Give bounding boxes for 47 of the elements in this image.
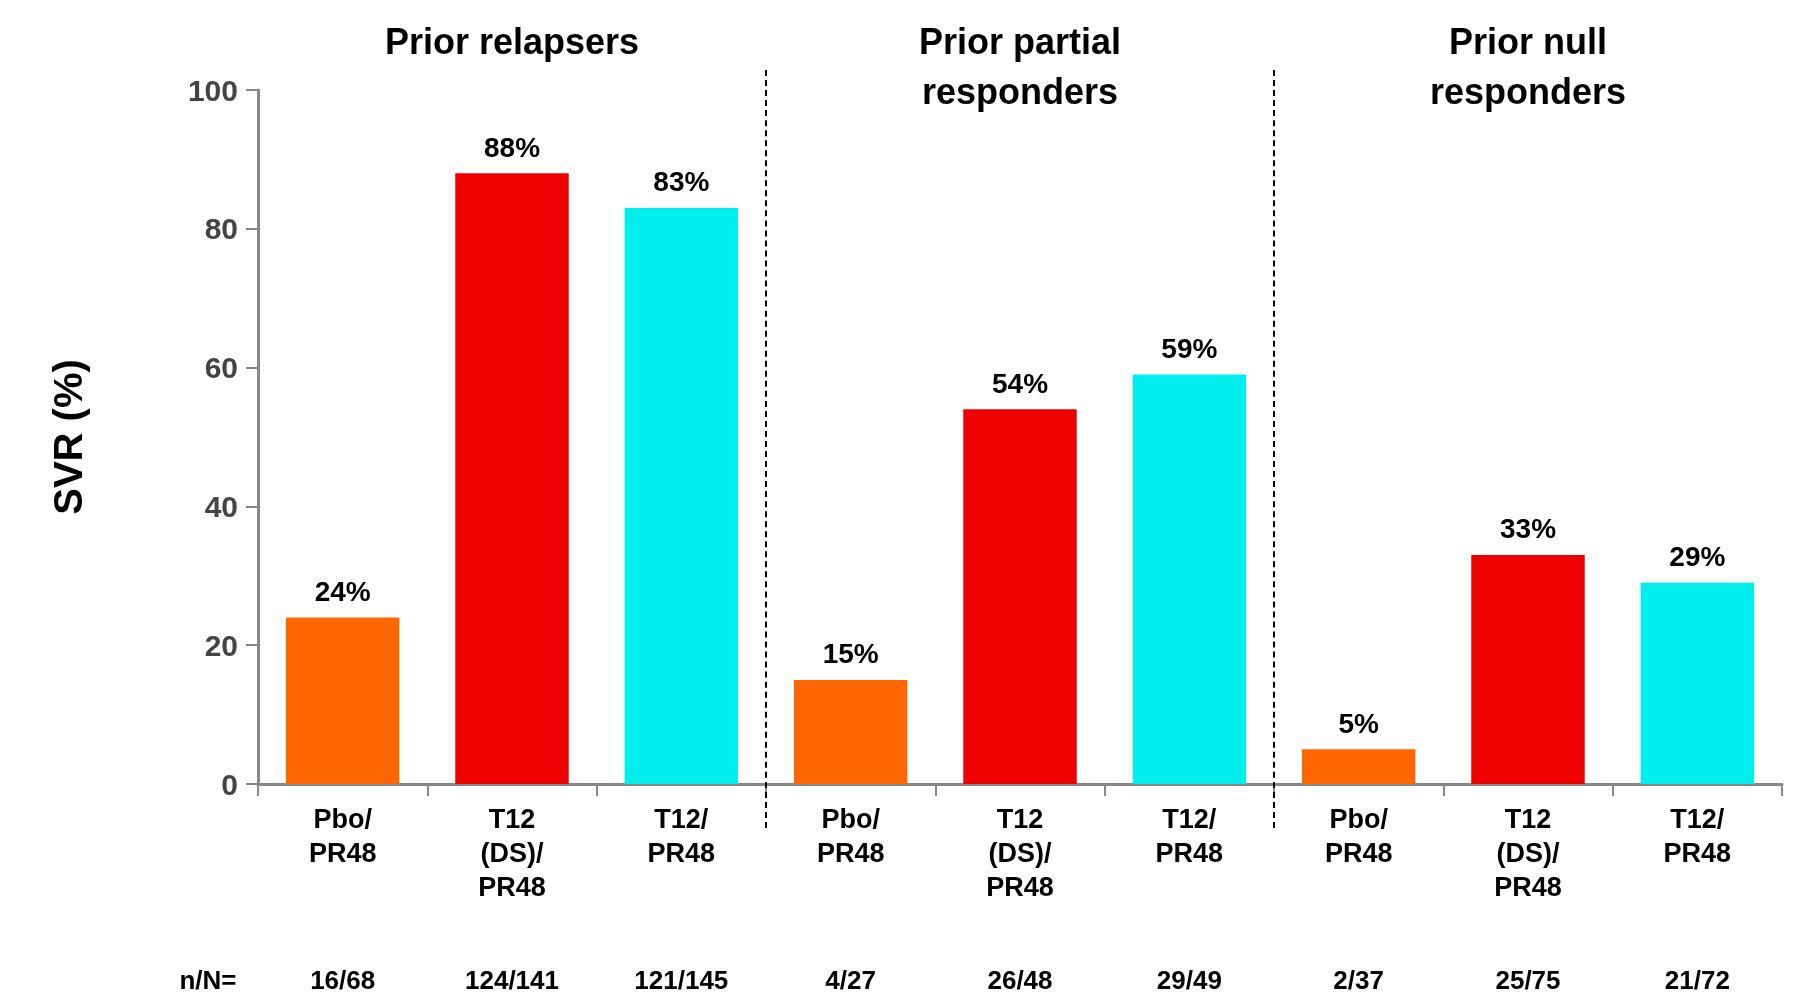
y-tick-label: 80 xyxy=(204,212,238,246)
data-label: 24% xyxy=(314,575,371,607)
bar xyxy=(1301,749,1416,784)
bar xyxy=(624,207,739,784)
x-tick-label: Pbo/ PR48 xyxy=(308,804,377,868)
text: 2/37 xyxy=(1333,965,1384,995)
data-label: 5% xyxy=(1338,707,1379,739)
text: 21/72 xyxy=(1664,965,1730,995)
bar xyxy=(1132,374,1247,784)
text: 26/48 xyxy=(987,965,1053,995)
data-label: 83% xyxy=(653,166,710,198)
y-tick-label: 60 xyxy=(204,351,238,385)
x-tick-label: T12 (DS)/ PR48 xyxy=(986,804,1054,902)
text: 124/141 xyxy=(465,965,559,995)
text: 16/68 xyxy=(310,965,376,995)
data-label: 33% xyxy=(1499,513,1557,545)
x-tick-label: T12/ PR48 xyxy=(1155,804,1224,868)
x-tick-label: T12 (DS)/ PR48 xyxy=(478,804,546,902)
data-label: 29% xyxy=(1669,541,1726,573)
bar xyxy=(1640,582,1755,784)
bar xyxy=(285,617,400,784)
bar xyxy=(1471,554,1585,784)
text: 29/49 xyxy=(1156,965,1222,995)
bar xyxy=(963,409,1077,784)
text: Prior relapsers xyxy=(384,20,640,62)
bar xyxy=(793,679,908,784)
annotation: Prior partial responders xyxy=(918,20,1122,112)
annotation: Prior null responders xyxy=(1429,20,1627,112)
text: 4/27 xyxy=(825,965,876,995)
y-tick-label: 40 xyxy=(204,489,238,523)
text: 121/145 xyxy=(634,965,729,995)
x-tick-label: T12/ PR48 xyxy=(1663,804,1732,868)
x-tick-label: Pbo/ PR48 xyxy=(1324,804,1393,868)
data-label: 15% xyxy=(822,638,879,670)
x-tick-label: Pbo/ PR48 xyxy=(816,804,885,868)
y-axis-title: SVR (%) xyxy=(46,359,90,515)
x-tick-label: T12 (DS)/ PR48 xyxy=(1494,804,1562,902)
bar xyxy=(455,173,569,784)
y-tick-label: 20 xyxy=(204,628,238,662)
data-label: 54% xyxy=(991,367,1049,399)
data-label: 59% xyxy=(1161,333,1218,365)
text: n/N= xyxy=(179,965,237,995)
text: 25/75 xyxy=(1495,965,1561,995)
x-tick-label: T12/ PR48 xyxy=(647,804,716,868)
data-label: 88% xyxy=(483,131,541,163)
y-tick-label: 100 xyxy=(187,73,238,107)
y-tick-label: 0 xyxy=(221,767,238,801)
